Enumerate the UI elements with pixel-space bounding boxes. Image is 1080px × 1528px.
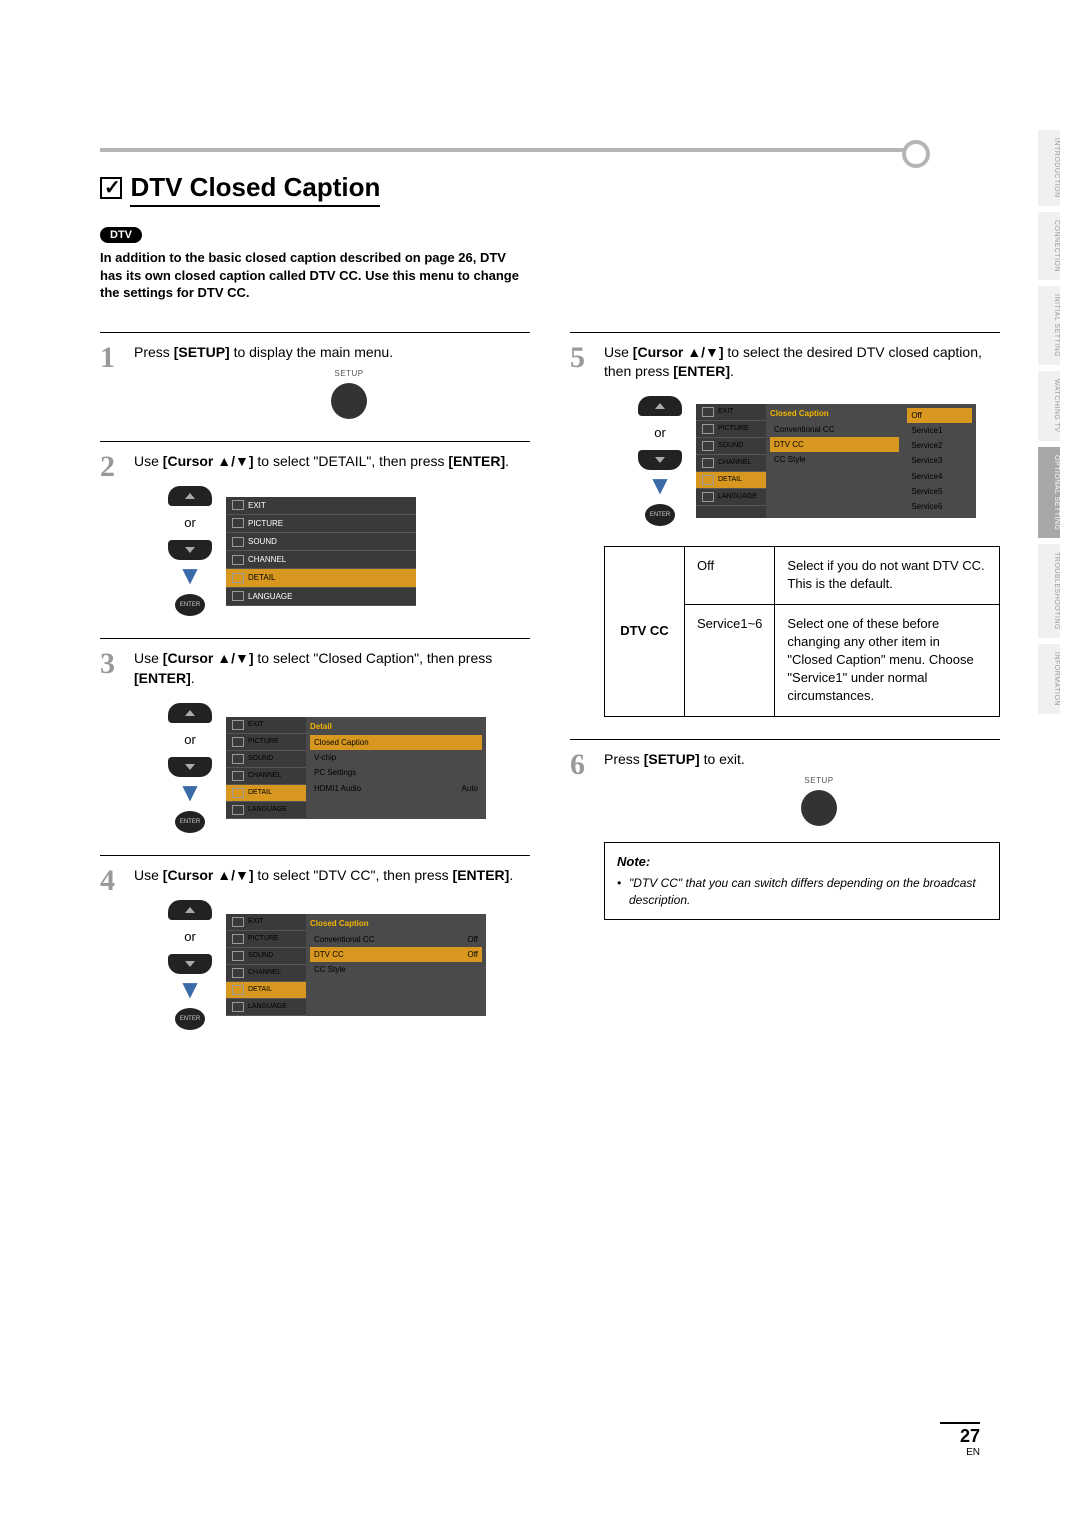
checkbox-icon [100, 177, 122, 199]
osd-dtvcc-panel: EXIT PICTURE SOUND CHANNEL DETAIL LANGUA… [696, 404, 976, 518]
down-arrow-icon [168, 757, 212, 777]
dpad-icon: or ▼ ENTER [168, 486, 212, 616]
dtv-badge: DTV [100, 227, 142, 243]
menu-sound: SOUND [226, 533, 416, 551]
dpad-icon: or ▼ ENTER [168, 703, 212, 833]
table-cell: Select if you do not want DTV CC. This i… [775, 547, 1000, 604]
menu-picture: PICTURE [226, 515, 416, 533]
setup-button-icon [801, 790, 837, 826]
down-triangle-icon: ▼ [647, 476, 673, 494]
step-text: Use [Cursor ▲/▼] to select "DETAIL", the… [134, 452, 530, 616]
dpad-icon: or ▼ ENTER [168, 900, 212, 1030]
dpad-icon: or ▼ ENTER [638, 396, 682, 526]
step-text: Press [SETUP] to display the main menu. … [134, 343, 530, 420]
up-arrow-icon [168, 486, 212, 506]
step-2: 2 Use [Cursor ▲/▼] to select "DETAIL", t… [100, 441, 530, 616]
step-number: 5 [570, 343, 594, 717]
down-arrow-icon [168, 540, 212, 560]
or-label: or [654, 424, 666, 442]
or-label: or [184, 514, 196, 532]
page-heading: DTV Closed Caption [100, 150, 1000, 207]
tab-watching-tv: WATCHING TV [1038, 371, 1060, 441]
up-arrow-icon [168, 703, 212, 723]
page-lang: EN [940, 1447, 980, 1458]
step-number: 4 [100, 866, 124, 1030]
table-label: DTV CC [605, 547, 685, 716]
table-cell: Service1~6 [685, 604, 775, 716]
down-triangle-icon: ▼ [177, 980, 203, 998]
page-num-value: 27 [940, 1422, 980, 1447]
osd-cc-panel: EXIT PICTURE SOUND CHANNEL DETAIL LANGUA… [226, 914, 486, 1016]
down-triangle-icon: ▼ [177, 566, 203, 584]
or-label: or [184, 731, 196, 749]
step-3: 3 Use [Cursor ▲/▼] to select "Closed Cap… [100, 638, 530, 833]
note-box: Note: "DTV CC" that you can switch diffe… [604, 842, 1000, 920]
step-text: Use [Cursor ▲/▼] to select the desired D… [604, 343, 1000, 717]
menu-detail: DETAIL [226, 569, 416, 587]
tab-initial-setting: INITIAL SETTING [1038, 286, 1060, 365]
or-label: or [184, 928, 196, 946]
menu-exit: EXIT [226, 497, 416, 515]
step-6: 6 Press [SETUP] to exit. SETUP Note: "DT… [570, 739, 1000, 921]
intro-text: In addition to the basic closed caption … [100, 249, 520, 302]
page-number: 27 EN [940, 1422, 980, 1458]
setup-label: SETUP [804, 775, 833, 786]
enter-button-icon: ENTER [645, 504, 675, 526]
down-arrow-icon [168, 954, 212, 974]
menu-language: LANGUAGE [226, 588, 416, 606]
table-cell: Off [685, 547, 775, 604]
enter-button-icon: ENTER [175, 811, 205, 833]
top-rule [100, 148, 920, 152]
up-arrow-icon [638, 396, 682, 416]
step-number: 2 [100, 452, 124, 616]
right-column: 5 Use [Cursor ▲/▼] to select the desired… [570, 322, 1000, 1030]
step-1: 1 Press [SETUP] to display the main menu… [100, 332, 530, 420]
step-text: Use [Cursor ▲/▼] to select "Closed Capti… [134, 649, 530, 833]
step-text: Use [Cursor ▲/▼] to select "DTV CC", the… [134, 866, 530, 1030]
step-number: 3 [100, 649, 124, 833]
heading-text: DTV Closed Caption [130, 172, 380, 207]
left-column: 1 Press [SETUP] to display the main menu… [100, 322, 530, 1030]
tab-troubleshooting: TROUBLESHOOTING [1038, 544, 1060, 638]
note-body: "DTV CC" that you can switch differs dep… [617, 875, 987, 909]
down-triangle-icon: ▼ [177, 783, 203, 801]
step-number: 6 [570, 750, 594, 921]
osd-menu-panel: EXIT PICTURE SOUND CHANNEL DETAIL LANGUA… [226, 497, 416, 606]
enter-button-icon: ENTER [175, 1008, 205, 1030]
table-cell: Select one of these before changing any … [775, 604, 1000, 716]
tab-optional-setting: OPTIONAL SETTING [1038, 447, 1060, 538]
down-arrow-icon [638, 450, 682, 470]
tab-introduction: INTRODUCTION [1038, 130, 1060, 206]
osd-detail-panel: EXIT PICTURE SOUND CHANNEL DETAIL LANGUA… [226, 717, 486, 819]
up-arrow-icon [168, 900, 212, 920]
setup-label: SETUP [334, 368, 363, 379]
tab-connection: CONNECTION [1038, 212, 1060, 280]
step-text: Press [SETUP] to exit. SETUP Note: "DTV … [604, 750, 1000, 921]
step-number: 1 [100, 343, 124, 420]
tab-information: INFORMATION [1038, 644, 1060, 714]
note-title: Note: [617, 853, 987, 871]
step-5: 5 Use [Cursor ▲/▼] to select the desired… [570, 332, 1000, 717]
enter-button-icon: ENTER [175, 594, 205, 616]
side-tabs: INTRODUCTION CONNECTION INITIAL SETTING … [1038, 130, 1060, 714]
dtvcc-table: DTV CC Off Select if you do not want DTV… [604, 546, 1000, 716]
menu-channel: CHANNEL [226, 551, 416, 569]
setup-button-icon [331, 383, 367, 419]
step-4: 4 Use [Cursor ▲/▼] to select "DTV CC", t… [100, 855, 530, 1030]
